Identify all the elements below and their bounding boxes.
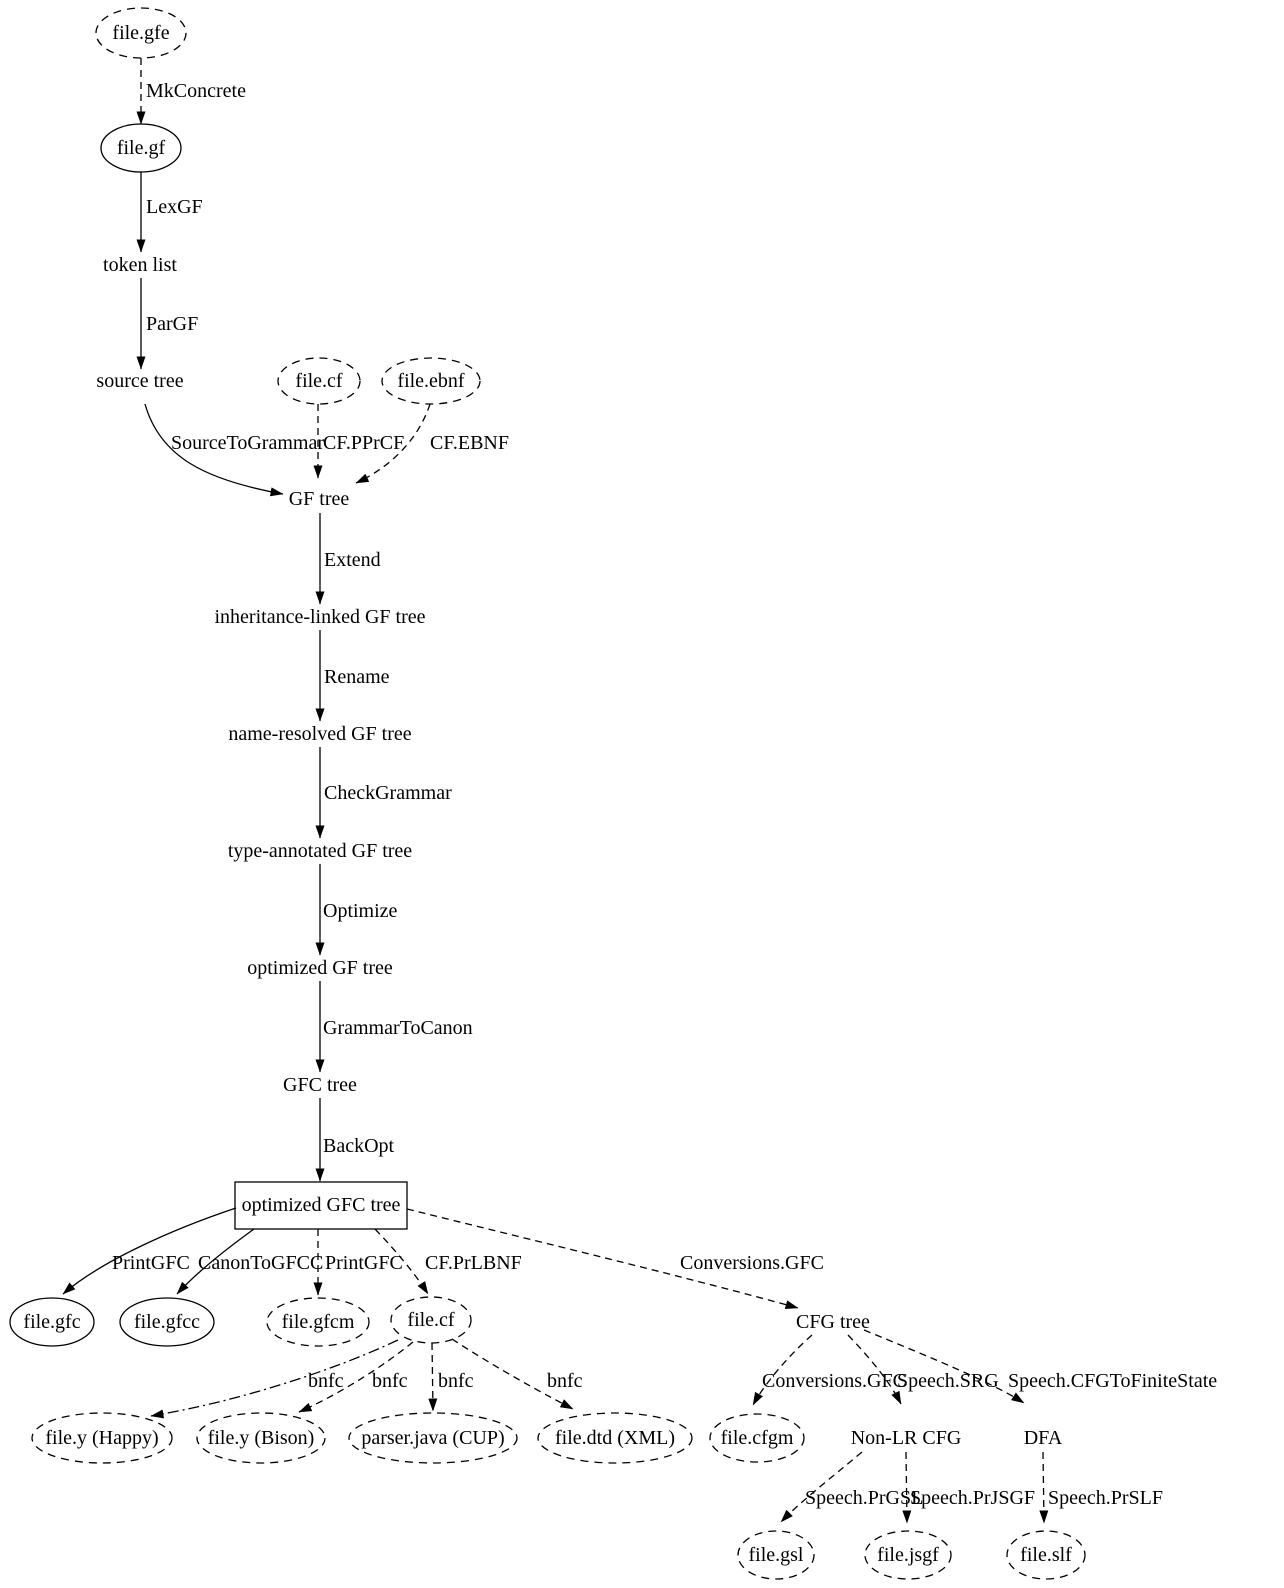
edge-label-conversions-gfc-1: Conversions.GFC <box>680 1252 824 1274</box>
edge-label-checkgrammar: CheckGrammar <box>324 782 452 804</box>
edge-label-cf-prlbnf: CF.PrLBNF <box>425 1252 522 1274</box>
node-file-dtd-xml: file.dtd (XML) <box>555 1427 675 1449</box>
edge-label-bnfc-3: bnfc <box>438 1370 474 1392</box>
edge-label-speech-srg: Speech.SRG <box>897 1370 999 1392</box>
node-file-gf: file.gf <box>116 137 166 159</box>
node-file-gfcc-shape <box>119 1297 215 1347</box>
node-file-cf-bottom: file.cf <box>407 1309 455 1331</box>
node-file-gfe: file.gfe <box>112 22 170 44</box>
node-optimized-gfc-shape <box>234 1181 408 1230</box>
edge-sourcetogrammar <box>144 403 284 497</box>
edge-bnfc-4 <box>451 1338 574 1410</box>
node-file-y-happy-shape <box>31 1412 173 1464</box>
node-dfa: DFA <box>1023 1427 1063 1449</box>
node-file-dtd-xml-shape <box>537 1412 693 1464</box>
edge-label-speech-cfgtofinitestate: Speech.CFGToFiniteState <box>1008 1370 1218 1392</box>
node-file-gfcm: file.gfcm <box>281 1311 355 1333</box>
edge-bnfc-3 <box>428 1342 438 1412</box>
edge-label-rename: Rename <box>324 666 390 688</box>
node-file-gsl-shape <box>737 1530 815 1580</box>
node-file-slf-shape <box>1006 1530 1086 1580</box>
edge-speech-cfgtofinitestate <box>863 1329 1025 1404</box>
edge-bnfc-1 <box>150 1339 399 1419</box>
edge-canontogfcc <box>176 1228 255 1295</box>
node-type-annotated: type-annotated GF tree <box>227 840 413 862</box>
edge-label-backopt: BackOpt <box>323 1135 395 1157</box>
edge-label-canontogfcc: CanonToGFCC <box>198 1252 324 1274</box>
edge-label-speech-prslf: Speech.PrSLF <box>1048 1487 1163 1509</box>
node-source-tree: source tree <box>96 370 184 392</box>
node-file-ebnf: file.ebnf <box>397 370 465 392</box>
node-name-resolved: name-resolved GF tree <box>228 723 412 745</box>
edge-label-lexgf: LexGF <box>146 196 203 218</box>
edge-label-pargf: ParGF <box>146 313 199 335</box>
node-file-gfc-shape <box>9 1297 95 1347</box>
edge-label-extend: Extend <box>324 549 381 571</box>
node-optimized-gf: optimized GF tree <box>247 957 393 979</box>
node-file-jsgf: file.jsgf <box>877 1544 939 1566</box>
node-token-list: token list <box>103 254 177 276</box>
node-gf-tree: GF tree <box>288 488 350 510</box>
edge-label-mkconcrete: MkConcrete <box>146 80 246 102</box>
node-non-lr-cfg: Non-LR CFG <box>850 1427 962 1449</box>
edge-label-bnfc-1: bnfc <box>308 1370 344 1392</box>
edge-printgfc-1 <box>62 1207 237 1295</box>
node-inheritance-linked: inheritance-linked GF tree <box>214 606 426 628</box>
edge-label-sourcetogrammar: SourceToGrammar <box>171 432 324 454</box>
node-parser-java-cup: parser.java (CUP) <box>361 1427 505 1449</box>
node-file-cf-top-shape <box>277 357 361 405</box>
node-parser-java-cup-shape <box>348 1412 518 1464</box>
edge-speech-prgsl <box>780 1451 863 1523</box>
node-file-y-happy: file.y (Happy) <box>45 1427 159 1449</box>
edge-label-speech-prjsgf: Speech.PrJSGF <box>910 1487 1036 1509</box>
edge-label-cf-ebnf: CF.EBNF <box>430 432 509 454</box>
edge-cf-ebnf <box>355 403 431 484</box>
node-file-ebnf-shape <box>381 357 481 405</box>
node-file-cfgm: file.cfgm <box>720 1427 794 1449</box>
node-file-jsgf-shape <box>864 1530 952 1580</box>
node-file-gfcc: file.gfcc <box>133 1311 201 1333</box>
edge-label-cf-pprcf: CF.PPrCF <box>323 432 405 454</box>
node-file-gfe-shape <box>95 7 187 59</box>
node-file-y-bison: file.y (Bison) <box>207 1427 315 1449</box>
node-file-gfc: file.gfc <box>23 1311 81 1333</box>
node-file-gfcm-shape <box>266 1297 370 1347</box>
edge-label-speech-prgsl: Speech.PrGSL <box>805 1487 924 1509</box>
edge-label-bnfc-2: bnfc <box>372 1370 408 1392</box>
edge-label-printgfc-2: PrintGFC <box>325 1252 403 1274</box>
edge-cf-prlbnf <box>374 1228 429 1295</box>
edge-speech-prslf <box>1039 1451 1049 1524</box>
edge-label-grammartocanon: GrammarToCanon <box>323 1017 473 1039</box>
node-gfc-tree: GFC tree <box>283 1074 357 1096</box>
node-file-cfgm-shape <box>709 1413 805 1463</box>
node-file-slf: file.slf <box>1020 1544 1072 1566</box>
edge-label-bnfc-4: bnfc <box>547 1370 583 1392</box>
node-file-cf-top: file.cf <box>295 370 343 392</box>
node-optimized-gfc: optimized GFC tree <box>241 1194 401 1216</box>
edge-bnfc-2 <box>298 1341 414 1413</box>
edge-label-printgfc-1: PrintGFC <box>112 1252 190 1274</box>
edge-conversions-gfc-2 <box>752 1334 813 1406</box>
edge-label-conversions-gfc-2: Conversions.GFC <box>762 1370 906 1392</box>
edge-label-optimize: Optimize <box>323 900 398 922</box>
node-cfg-tree: CFG tree <box>796 1311 870 1333</box>
node-file-gsl: file.gsl <box>748 1544 804 1566</box>
node-file-cf-bottom-shape <box>390 1296 472 1344</box>
node-file-y-bison-shape <box>196 1412 326 1464</box>
